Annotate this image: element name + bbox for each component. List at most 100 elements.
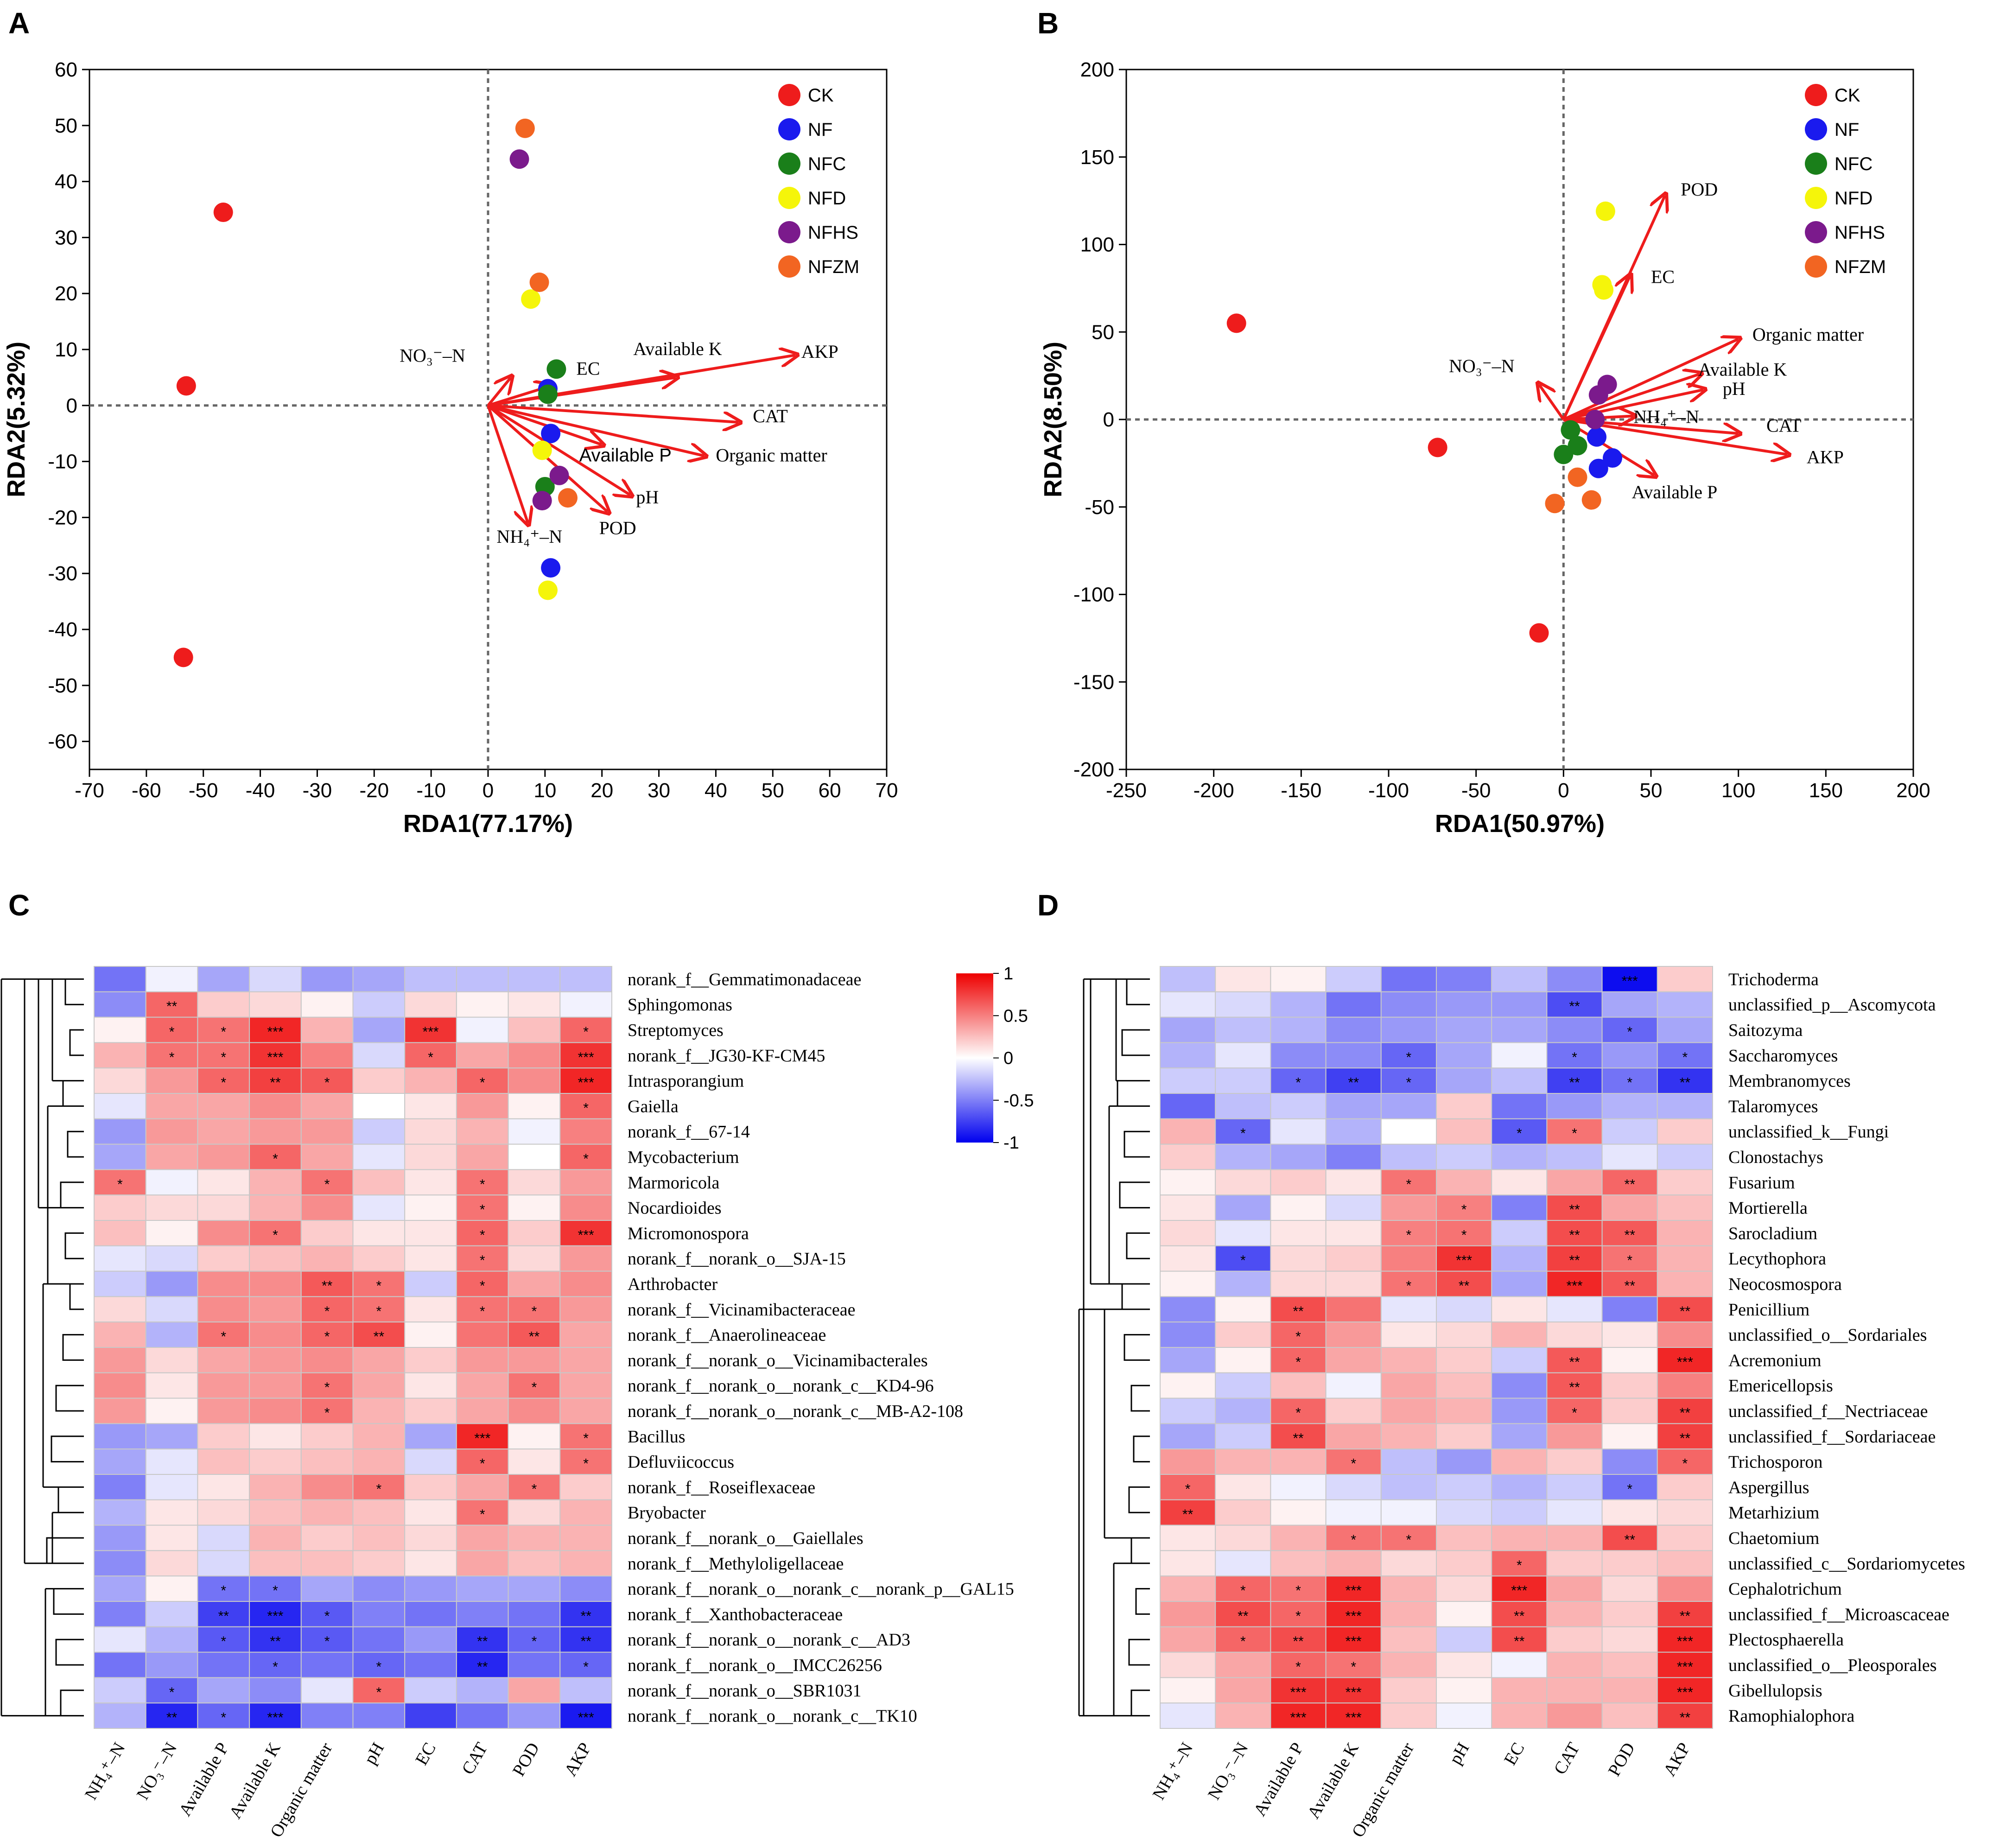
significance-mark: * xyxy=(1351,1659,1356,1675)
heatmap-cell xyxy=(1657,1677,1714,1704)
heatmap-cell xyxy=(1325,1601,1382,1627)
heatmap-cell xyxy=(1215,1423,1271,1450)
x-tick-label: -60 xyxy=(132,779,161,802)
heatmap-cell xyxy=(300,1651,354,1678)
y-tick-label: 100 xyxy=(1080,234,1114,256)
legend-marker-nfzm xyxy=(1805,255,1827,278)
heatmap-cell xyxy=(300,1321,354,1348)
heatmap-cell xyxy=(508,1016,561,1043)
legend-label-ck: CK xyxy=(1835,85,1860,106)
significance-mark: ** xyxy=(580,1634,591,1649)
heatmap-cell xyxy=(1657,1194,1714,1221)
colorbar-tick-label: -0.5 xyxy=(1003,1091,1034,1111)
heatmap-cell xyxy=(1491,966,1548,992)
heatmap-cell xyxy=(352,1397,406,1424)
vector-label: NO₃⁻–N xyxy=(400,345,465,366)
heatmap-cell xyxy=(145,1550,198,1577)
heatmap-cell xyxy=(197,1524,250,1551)
heatmap-cell xyxy=(249,1524,302,1551)
heatmap-cell xyxy=(249,1626,302,1653)
heatmap-cell xyxy=(145,1093,198,1119)
heatmap-cell xyxy=(1270,1499,1327,1526)
row-label: Acremonium xyxy=(1728,1351,1822,1370)
heatmap-cell xyxy=(249,1677,302,1704)
heatmap-cell xyxy=(404,1321,457,1348)
heatmap-cell xyxy=(1270,1194,1327,1221)
heatmap-cell xyxy=(508,1677,561,1704)
row-label: Plectosphaerella xyxy=(1728,1630,1844,1650)
column-label: Available P xyxy=(175,1740,233,1820)
vector-label: Available K xyxy=(633,338,722,359)
significance-mark: * xyxy=(1461,1202,1467,1218)
data-point-nfc xyxy=(1568,436,1587,456)
heatmap-cell xyxy=(1491,1042,1548,1069)
heatmap-cell xyxy=(1491,1397,1548,1424)
data-point-nfzm xyxy=(558,488,578,508)
significance-mark: ** xyxy=(1293,1431,1304,1446)
heatmap-cell xyxy=(249,966,302,992)
significance-mark: *** xyxy=(1677,1354,1693,1370)
heatmap-cell xyxy=(352,1601,406,1627)
heatmap-cell xyxy=(1380,1550,1437,1577)
significance-mark: ** xyxy=(1625,1177,1636,1192)
legend-marker-nfd xyxy=(1805,187,1827,209)
heatmap-cell xyxy=(559,1270,613,1297)
heatmap-cell xyxy=(1160,1702,1216,1729)
heatmap-cell xyxy=(1436,1042,1492,1069)
data-point-ck xyxy=(173,648,193,667)
significance-mark: ** xyxy=(1625,1227,1636,1243)
significance-mark: * xyxy=(1517,1558,1522,1573)
heatmap-cell xyxy=(404,1245,457,1272)
heatmap-cell xyxy=(1657,1321,1714,1348)
heatmap-cell xyxy=(559,1524,613,1551)
significance-mark: ** xyxy=(270,1075,281,1091)
heatmap-cell xyxy=(1436,1677,1492,1704)
y-tick-label: 0 xyxy=(1103,408,1114,431)
heatmap-cell xyxy=(1215,1245,1271,1272)
data-point-nfhs xyxy=(1588,385,1608,405)
significance-mark: * xyxy=(169,1050,175,1065)
column-label: NH₄⁺–N xyxy=(81,1740,129,1804)
heatmap-cell xyxy=(300,1575,354,1602)
heatmap-cell xyxy=(404,1474,457,1500)
heatmap-cell xyxy=(1657,1372,1714,1399)
significance-mark: ** xyxy=(477,1659,488,1675)
heatmap-cell xyxy=(1657,1245,1714,1272)
heatmap-cell xyxy=(508,1118,561,1145)
heatmap-cell xyxy=(1657,1067,1714,1094)
data-point-nfzm xyxy=(515,118,535,138)
data-point-ck xyxy=(176,376,196,396)
heatmap-cell xyxy=(508,1575,561,1602)
heatmap-cell xyxy=(1380,1270,1437,1297)
heatmap-cell xyxy=(508,1423,561,1450)
heatmap-cell xyxy=(249,1397,302,1424)
heatmap-cell xyxy=(1160,991,1216,1018)
heatmap-cell xyxy=(1657,1474,1714,1500)
heatmap-cell xyxy=(508,1448,561,1475)
row-label: Gibellulopsis xyxy=(1728,1681,1822,1701)
heatmap-cell xyxy=(456,1550,509,1577)
significance-mark: * xyxy=(583,1431,589,1446)
significance-mark: * xyxy=(273,1659,278,1675)
heatmap-cell xyxy=(559,1601,613,1627)
heatmap-cell xyxy=(1380,1245,1437,1272)
heatmap-cell xyxy=(1436,1601,1492,1627)
heatmap-cell xyxy=(352,991,406,1018)
legend-label-ck: CK xyxy=(808,85,834,106)
y-tick-label: 200 xyxy=(1080,58,1114,81)
y-tick-label: -40 xyxy=(48,618,77,641)
heatmap-cell xyxy=(1160,1118,1216,1145)
heatmap-cell xyxy=(145,991,198,1018)
significance-mark: *** xyxy=(578,1227,594,1243)
row-label: Sarocladium xyxy=(1728,1224,1817,1243)
heatmap-cell xyxy=(1601,1372,1658,1399)
heatmap-cell xyxy=(145,1651,198,1678)
heatmap-cell xyxy=(1546,1296,1603,1323)
significance-mark: * xyxy=(1461,1227,1467,1243)
row-label: unclassified_p__Ascomycota xyxy=(1728,995,1936,1015)
significance-mark: * xyxy=(376,1685,382,1700)
significance-mark: ** xyxy=(1182,1507,1193,1522)
heatmap-cell xyxy=(352,1423,406,1450)
heatmap-cell xyxy=(404,1397,457,1424)
heatmap-cell xyxy=(145,1474,198,1500)
